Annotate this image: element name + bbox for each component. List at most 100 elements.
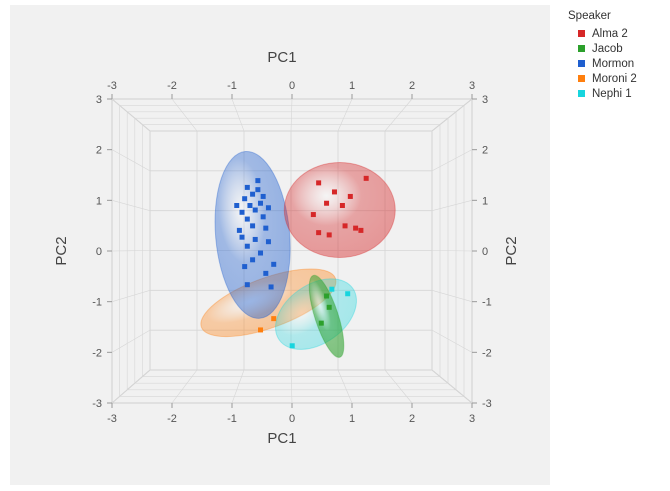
ellipsoid-jacob bbox=[308, 274, 345, 358]
x-tick-label-bottom: 3 bbox=[469, 413, 475, 425]
ellipsoid-alma-2 bbox=[283, 162, 396, 259]
wall-line bbox=[384, 369, 413, 404]
wall-line bbox=[431, 250, 473, 252]
point-alma-2 bbox=[363, 175, 369, 181]
legend-item-mormon[interactable]: Mormon bbox=[568, 56, 666, 71]
x-tick-label-bottom: 1 bbox=[349, 413, 355, 425]
point-alma-2 bbox=[316, 180, 322, 186]
wall-line bbox=[290, 369, 293, 404]
wall-line bbox=[111, 200, 151, 211]
y-tick-label-right: 1 bbox=[482, 195, 488, 207]
wall-line bbox=[384, 98, 413, 132]
point-mormon bbox=[250, 191, 256, 197]
point-jacob bbox=[326, 304, 332, 310]
x-tick-label-top: 1 bbox=[349, 80, 355, 92]
x-tick-label-top: 2 bbox=[409, 80, 415, 92]
legend-item-alma-2[interactable]: Alma 2 bbox=[568, 26, 666, 41]
legend-item-jacob[interactable]: Jacob bbox=[568, 41, 666, 56]
ellipsoids bbox=[200, 150, 396, 358]
point-mormon bbox=[244, 243, 250, 249]
y-axis-title-left: PC2 bbox=[53, 236, 70, 265]
point-mormon bbox=[244, 282, 250, 288]
y-axis-title-right: PC2 bbox=[503, 236, 520, 265]
legend-label: Mormon bbox=[592, 57, 635, 70]
legend-item-moroni-2[interactable]: Moroni 2 bbox=[568, 71, 666, 86]
point-alma-2 bbox=[331, 189, 337, 195]
point-mormon bbox=[271, 261, 277, 267]
point-mormon bbox=[242, 196, 248, 202]
point-jacob bbox=[324, 293, 330, 299]
x-tick-label-bottom: 0 bbox=[289, 413, 295, 425]
point-mormon bbox=[255, 187, 261, 193]
grid-box bbox=[111, 98, 473, 404]
y-tick-label-right: 0 bbox=[482, 246, 488, 258]
wall-line bbox=[337, 98, 353, 132]
legend-label: Nephi 1 bbox=[592, 87, 632, 100]
point-mormon bbox=[268, 284, 274, 290]
y-tick-label-right: 3 bbox=[482, 94, 488, 106]
point-mormon bbox=[250, 257, 256, 263]
wall-line bbox=[431, 149, 473, 172]
point-mormon bbox=[252, 236, 258, 242]
wall-line bbox=[231, 369, 245, 404]
y-tick-label-left: 0 bbox=[96, 246, 102, 258]
point-mormon bbox=[265, 205, 271, 211]
wall-line bbox=[431, 369, 473, 404]
x-tick-label-top: 0 bbox=[289, 80, 295, 92]
y-tick-label-left: -3 bbox=[92, 398, 102, 410]
wall-line bbox=[111, 98, 151, 132]
wall-line bbox=[171, 98, 198, 132]
point-mormon bbox=[263, 225, 269, 231]
y-tick-label-right: -2 bbox=[482, 347, 492, 359]
y-tick-label-right: -3 bbox=[482, 398, 492, 410]
x-tick-label-bottom: -1 bbox=[227, 413, 237, 425]
legend-swatch bbox=[578, 45, 585, 52]
point-mormon bbox=[260, 214, 266, 220]
point-mormon bbox=[258, 250, 264, 256]
x-tick-label-top: -2 bbox=[167, 80, 177, 92]
wall-line bbox=[431, 290, 473, 302]
legend-swatch bbox=[578, 60, 585, 67]
point-mormon bbox=[239, 209, 245, 215]
wall-line bbox=[111, 290, 151, 302]
legend-label: Alma 2 bbox=[592, 27, 628, 40]
x-axis-title-top: PC1 bbox=[267, 49, 296, 66]
y-tick-label-left: -2 bbox=[92, 347, 102, 359]
point-mormon bbox=[234, 203, 240, 208]
point-mormon bbox=[247, 203, 253, 208]
legend-item-nephi-1[interactable]: Nephi 1 bbox=[568, 86, 666, 101]
legend-swatch bbox=[578, 90, 585, 97]
wall-line bbox=[171, 369, 198, 404]
point-mormon bbox=[265, 239, 271, 245]
legend-swatch bbox=[578, 30, 585, 37]
point-alma-2 bbox=[326, 232, 332, 238]
y-tick-label-left: 2 bbox=[96, 145, 102, 157]
point-alma-2 bbox=[347, 193, 353, 199]
points bbox=[234, 175, 369, 349]
point-alma-2 bbox=[310, 212, 316, 218]
legend: Speaker Alma 2 Jacob Mormon Moroni 2 Nephi 1 bbox=[568, 10, 666, 101]
x-tick-label-top: -1 bbox=[227, 80, 237, 92]
point-mormon bbox=[260, 193, 266, 199]
depth-ring bbox=[111, 98, 473, 404]
point-mormon bbox=[242, 264, 248, 270]
wall-line bbox=[290, 98, 293, 132]
x-axis-title-bottom: PC1 bbox=[267, 430, 296, 447]
x-tick-label-top: 3 bbox=[469, 80, 475, 92]
point-alma-2 bbox=[342, 223, 348, 229]
y-tick-label-left: -1 bbox=[92, 297, 102, 309]
legend-items: Alma 2 Jacob Mormon Moroni 2 Nephi 1 bbox=[568, 26, 666, 101]
plot-panel: -3 -3 -2 -2 -1 -1 0 0 1 1 2 2 3 3 3 3 2 2 1 1 0 0 -1 -1 -2 -2 -3 -3… bbox=[10, 5, 550, 485]
ellipsoid-mormon bbox=[214, 150, 291, 319]
point-mormon bbox=[236, 227, 242, 233]
point-nephi-1 bbox=[289, 343, 295, 349]
outer-frame bbox=[111, 98, 473, 404]
wall-line bbox=[111, 329, 151, 353]
y-tick-label-right: -1 bbox=[482, 297, 492, 309]
x-tick-label-top: -3 bbox=[107, 80, 117, 92]
legend-label: Jacob bbox=[592, 42, 623, 55]
wall-line bbox=[111, 369, 151, 404]
x-tick-label-bottom: -3 bbox=[107, 413, 117, 425]
